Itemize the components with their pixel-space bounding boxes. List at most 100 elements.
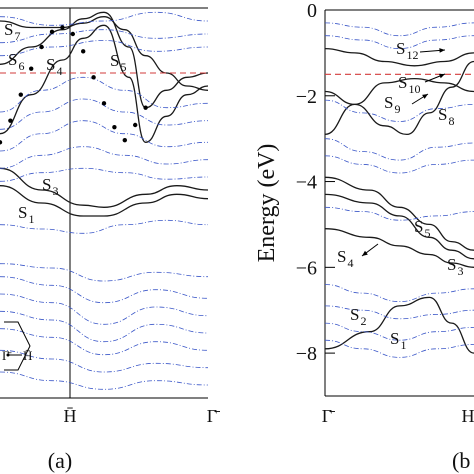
panel-a-dotted-band-point [49,29,55,35]
panel-a-band-1 [0,167,209,208]
panel-a-dotted-band-point [101,101,107,106]
panel-b-band-5 [324,60,474,136]
panel-b-band-1 [324,228,474,268]
panel-b-state-label-4: S4 [337,247,353,270]
panel-a-state-label-5: S5 [110,51,126,74]
panel-b-state-label-8-subscript: 8 [448,114,454,128]
panel-a-band-5 [0,11,209,26]
panel-a-band-10 [0,120,209,152]
bz-hexagon-outline [4,321,31,371]
panel-b-state-label-2-subscript: 2 [360,314,366,328]
bz-gamma-label: Γ̄ [2,348,12,363]
panel-b-state-label-1-subscript: 1 [400,338,406,352]
panel-b-state-label-10-subscript: 10 [408,82,420,96]
panel-b-state-label-8: S8 [438,105,454,128]
panel-a-dotted-band-point [91,75,96,80]
panel-b-ytick-label: −6 [296,257,317,279]
panel-a-band-13 [0,219,209,234]
panel-b-state-label-12-subscript: 12 [406,48,418,62]
panel-a-state-label-3: S3 [42,175,58,198]
panel-a-band-11 [0,146,209,169]
panel-a-state-label-4-subscript: 4 [56,64,62,78]
panel-b-state-label-9: S9 [384,93,400,116]
panel-b-state-label-3-letter: S [447,255,456,274]
panel-b-band-8 [324,35,474,50]
panel-b-band-2 [324,193,474,260]
panel-b-band-13 [324,284,474,303]
panel-b-state-label-3: S3 [447,255,463,278]
panel-a-band-14 [0,263,209,282]
panel-b-annotation-arrowhead [439,48,445,53]
panel-b-label: (b [452,448,470,473]
panel-a-state-label-6-subscript: 6 [18,59,24,73]
panel-a-label: (a) [48,448,72,473]
panel-a-state-label-1: S1 [18,203,34,226]
panel-b-band-12 [324,206,474,221]
panel-b-ylabel: Energy (eV) [254,144,280,263]
panel-b-state-label-4-letter: S [337,247,346,266]
panel-a-state-label-6: S6 [8,50,24,73]
panel-a-band-17 [0,310,209,343]
panel-b-state-label-2: S2 [350,305,366,328]
panel-a-band-16 [0,293,209,325]
panel-a-state-label-1-subscript: 1 [28,212,34,226]
panel-b-ytick-label: 0 [307,0,317,22]
panel-a-dotted-band-point [122,137,128,143]
panel-a-dotted-band-point [29,66,34,71]
panel-a-dotted-band-point [39,44,44,50]
panel-a-band-19 [0,349,209,373]
panel-b-xtick-gamma: Γ̄ [322,406,335,426]
panel-b-xtick-h: H [462,406,474,426]
panel-b-band-14 [324,305,474,320]
panel-b-annotation-arrowhead [362,250,368,256]
panel-b-state-label-1-letter: S [390,329,399,348]
panel-a-dotted-band-point [18,92,23,97]
panel-b-state-label-5-subscript: 5 [424,226,430,240]
panel-a-band-4 [0,24,209,143]
panel-a-state-label-4-letter: S [46,55,55,74]
panel-b-ytick-label: −2 [296,86,317,108]
panel-b-band-0 [324,296,474,354]
bz-h-label: H̄ [23,348,32,363]
panel-b-state-label-10: S10 [398,73,420,96]
panel-a-state-label-5-subscript: 5 [120,60,126,74]
panel-a-dotted-band-point [81,49,86,54]
panel-a-bz-inset: Γ̄ H̄ [2,321,32,371]
panel-b-state-label-3-subscript: 3 [457,264,463,278]
panel-a-band-15 [0,276,209,304]
panel-a-dotted-band-point [112,124,117,130]
panel-b-band-7 [324,22,474,37]
panel-a-xtick-h: H̄ [64,406,77,426]
panel-a-dotted-band-point [70,31,76,37]
panel-b-annotation-arrowhead [439,73,445,79]
panel-b-band-15 [324,322,474,341]
panel-a-state-label-7-letter: S [4,20,13,39]
panel-a-band-6 [0,29,209,44]
panel-b-state-label-9-letter: S [384,93,393,112]
panel-b-band-9 [324,99,474,122]
panel-a-state-label-5-letter: S [110,51,119,70]
panel-a-band-2 [0,16,209,91]
panel-b-state-label-8-letter: S [438,105,447,124]
panel-a-xtick-gamma: Γ̄ [207,406,220,426]
panel-b-band-4 [324,77,474,136]
panel-b-state-label-5-letter: S [414,217,423,236]
panel-b-state-label-9-subscript: 9 [394,102,400,116]
panel-b-state-label-12: S12 [396,39,418,62]
panel-b-state-label-1: S1 [390,329,406,352]
panel-b-state-label-5: S5 [414,217,430,240]
panel-b-band-16 [324,339,474,358]
panel-b-state-label-12-letter: S [396,39,405,58]
panel-a-band-8 [0,76,209,113]
panel-a-dotted-band-point [60,25,65,30]
panel-b-ytick-label: −8 [296,343,317,365]
panel-b-band-3 [324,176,474,251]
panel-a-band-18 [0,328,209,356]
panel-b-band-6 [324,47,474,67]
panel-a-band-20 [0,371,209,390]
panel-a-state-label-7: S7 [4,20,20,43]
panel-a-dotted-band-point [0,140,3,145]
panel-a-dotted-band-point [133,122,138,128]
